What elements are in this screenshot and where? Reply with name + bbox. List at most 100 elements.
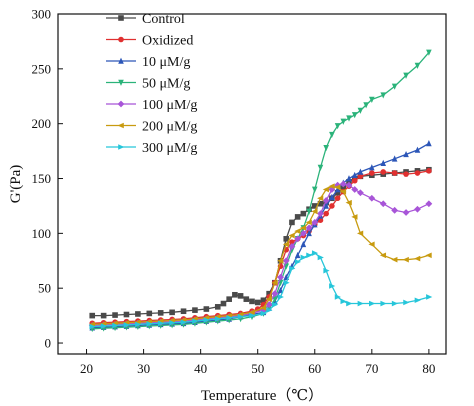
- data-point: [118, 79, 124, 86]
- data-point: [346, 300, 353, 307]
- data-point: [317, 210, 324, 218]
- legend-item: 200 μM/g: [106, 120, 197, 135]
- legend-label: 300 μM/g: [142, 141, 197, 156]
- legend-item: 100 μM/g: [106, 98, 197, 113]
- data-point: [363, 102, 369, 109]
- data-point: [169, 309, 175, 316]
- data-point: [260, 297, 267, 304]
- data-point: [288, 243, 296, 250]
- data-point: [426, 49, 432, 56]
- data-point: [329, 193, 335, 200]
- data-point: [380, 300, 387, 307]
- data-point: [135, 321, 142, 328]
- data-point: [265, 296, 272, 302]
- data-point: [146, 310, 153, 317]
- series-6: [89, 250, 433, 330]
- series-line: [92, 183, 430, 327]
- data-point: [249, 312, 256, 319]
- data-point: [380, 169, 387, 175]
- data-point: [414, 205, 421, 213]
- legend-item: 10 μM/g: [106, 55, 190, 70]
- data-point: [414, 62, 421, 69]
- data-point: [118, 36, 124, 43]
- data-point: [334, 195, 341, 202]
- y-tick-label: 200: [32, 116, 52, 131]
- data-point: [271, 290, 279, 298]
- data-point: [203, 317, 210, 323]
- data-point: [277, 257, 284, 264]
- data-point: [351, 171, 358, 179]
- data-point: [322, 186, 329, 193]
- data-point: [311, 218, 319, 226]
- data-point: [351, 186, 359, 193]
- series-line: [92, 252, 430, 328]
- legend-label: 50 μM/g: [142, 77, 190, 92]
- data-point: [100, 312, 107, 319]
- data-point: [403, 171, 409, 177]
- legend-item: Oxidized: [106, 34, 193, 49]
- data-point: [266, 290, 272, 297]
- data-point: [334, 294, 341, 300]
- data-point: [351, 112, 358, 119]
- data-point: [329, 131, 335, 139]
- data-point: [311, 203, 318, 209]
- data-point: [368, 241, 375, 248]
- series-line: [92, 142, 430, 329]
- data-point: [300, 240, 307, 248]
- data-point: [123, 311, 130, 318]
- data-point: [357, 300, 364, 307]
- data-point: [323, 202, 329, 209]
- data-point: [214, 316, 222, 322]
- data-point: [192, 307, 198, 313]
- data-point: [414, 146, 421, 153]
- data-point: [237, 293, 244, 299]
- data-point: [260, 310, 267, 317]
- data-point: [89, 312, 96, 319]
- data-point: [289, 219, 295, 226]
- legend-label: Oxidized: [142, 34, 193, 49]
- data-point: [357, 189, 364, 197]
- data-point: [123, 322, 130, 328]
- data-point: [266, 307, 273, 313]
- data-point: [425, 252, 432, 259]
- data-point: [346, 175, 352, 182]
- data-point: [391, 300, 399, 307]
- data-point: [272, 301, 279, 308]
- data-point: [300, 210, 307, 217]
- data-point: [323, 267, 330, 274]
- data-point: [369, 96, 375, 103]
- data-point: [380, 159, 387, 166]
- data-point: [391, 83, 398, 90]
- data-point: [339, 188, 347, 195]
- x-tick-label: 50: [251, 361, 264, 376]
- data-point: [180, 319, 187, 325]
- data-point: [425, 200, 433, 208]
- data-point: [283, 279, 290, 286]
- x-tick-label: 60: [308, 361, 321, 376]
- data-point: [351, 214, 358, 220]
- data-point: [311, 186, 318, 193]
- data-point: [299, 225, 307, 231]
- data-point: [334, 184, 341, 191]
- y-tick-label: 150: [32, 171, 52, 186]
- data-point: [339, 180, 347, 188]
- data-point: [226, 296, 232, 302]
- data-point: [277, 286, 284, 294]
- data-point: [329, 203, 335, 209]
- y-tick-label: 300: [32, 7, 52, 22]
- data-point: [283, 236, 290, 242]
- legend-item: Control: [106, 12, 185, 27]
- data-point: [146, 321, 153, 327]
- data-point: [369, 300, 376, 307]
- data-point: [426, 140, 432, 147]
- data-point: [334, 123, 341, 130]
- data-point: [311, 250, 319, 256]
- x-tick-label: 20: [80, 361, 93, 376]
- data-point: [403, 150, 409, 158]
- data-point: [426, 168, 432, 174]
- data-point: [426, 294, 433, 300]
- data-point: [117, 100, 125, 108]
- data-point: [192, 318, 199, 324]
- legend-label: 200 μM/g: [142, 120, 197, 135]
